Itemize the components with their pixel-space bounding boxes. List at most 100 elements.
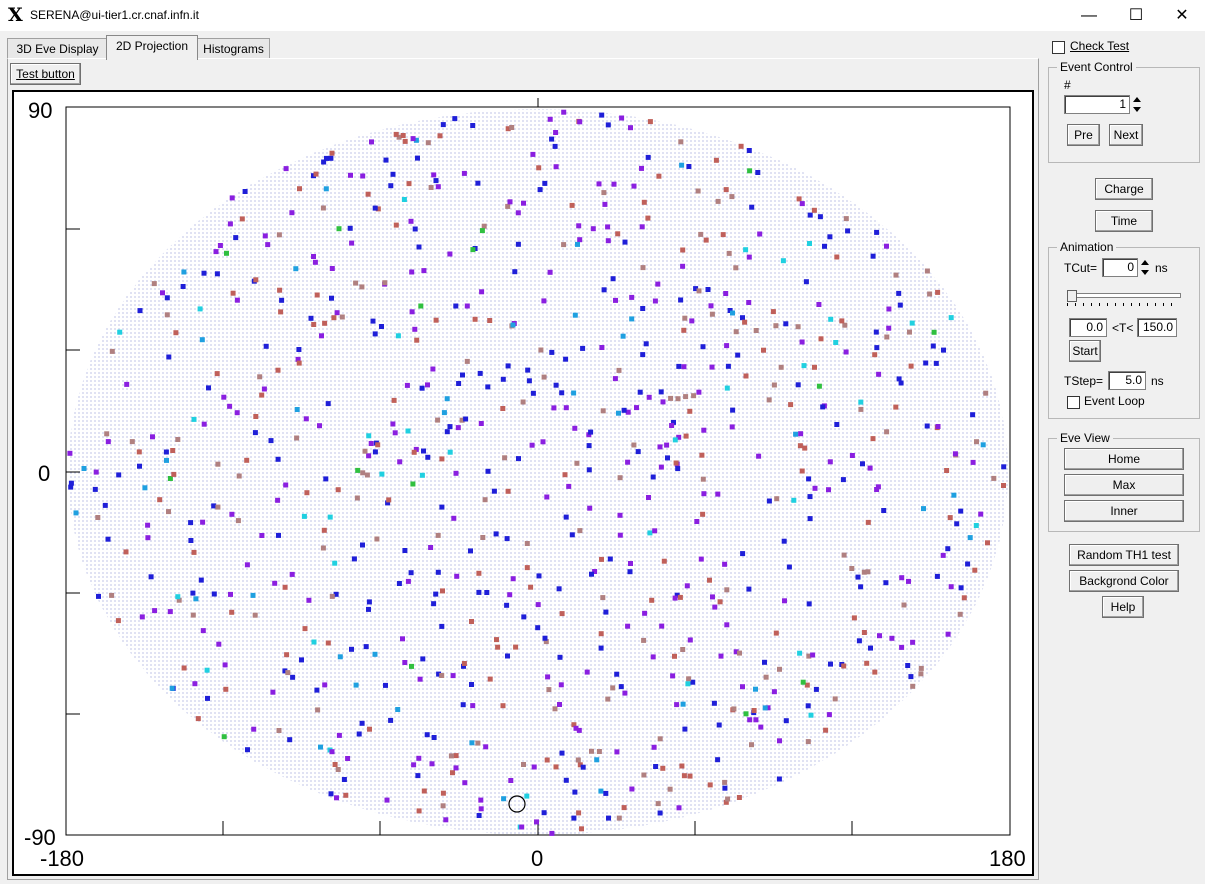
pmt-hit	[265, 242, 271, 248]
pmt-hit	[524, 565, 530, 571]
next-event-button[interactable]: Next	[1109, 124, 1143, 146]
pmt-hit	[285, 670, 291, 676]
pmt-hit	[627, 569, 633, 575]
pmt-hit	[683, 394, 689, 400]
pmt-hit	[873, 329, 879, 335]
cursor-marker-icon	[508, 795, 526, 813]
pmt-hit	[700, 511, 706, 517]
pmt-hit	[416, 808, 422, 814]
pmt-hit	[494, 637, 499, 643]
pmt-hit	[311, 639, 317, 645]
tcut-slider[interactable]	[1067, 290, 1181, 306]
prev-event-button[interactable]: Pre	[1067, 124, 1100, 146]
pmt-hit	[279, 297, 285, 303]
pmt-hit	[611, 181, 617, 187]
pmt-hit	[664, 442, 670, 448]
pmt-hit	[301, 513, 307, 519]
y-label-zero: 0	[38, 461, 50, 486]
pmt-hit	[820, 404, 826, 410]
home-view-button[interactable]: Home	[1064, 448, 1184, 470]
pmt-hit	[680, 263, 686, 269]
pmt-hit	[713, 157, 719, 163]
pmt-hit	[214, 371, 220, 377]
tstep-field[interactable]: 5.0	[1108, 371, 1146, 390]
pmt-hit	[435, 184, 441, 190]
pmt-hit	[530, 390, 536, 396]
pmt-hit	[435, 569, 441, 575]
pmt-hit	[191, 416, 197, 422]
minimize-button[interactable]: —	[1081, 7, 1097, 24]
t-min-field[interactable]: 0.0	[1069, 318, 1107, 337]
help-button[interactable]: Help	[1102, 596, 1144, 618]
max-view-button[interactable]: Max	[1064, 474, 1184, 496]
pmt-hit	[372, 651, 378, 657]
pmt-hit	[553, 764, 559, 770]
pmt-hit	[164, 295, 170, 301]
pmt-hit	[646, 394, 652, 400]
projection-canvas[interactable]: 90 0 -90 -180 0 180	[12, 90, 1034, 876]
pmt-hit	[729, 194, 735, 200]
pmt-hit	[227, 403, 233, 409]
pmt-hit	[832, 696, 838, 702]
pmt-hit	[723, 799, 729, 805]
pmt-hit	[679, 162, 685, 168]
pmt-hit	[559, 390, 565, 396]
pmt-hit	[529, 442, 535, 448]
pmt-hit	[598, 788, 604, 794]
pmt-hit	[605, 696, 611, 702]
pmt-hit	[117, 329, 123, 335]
pmt-hit	[375, 206, 381, 212]
pmt-hit	[718, 653, 724, 659]
pmt-hit	[460, 702, 466, 708]
pmt-hit	[586, 443, 592, 449]
t-max-field[interactable]: 150.0	[1137, 318, 1177, 337]
pmt-hit	[469, 682, 474, 687]
pmt-hit	[961, 595, 967, 601]
pmt-hit	[833, 340, 839, 345]
projection-plot[interactable]: 90 0 -90 -180 0 180	[14, 92, 1032, 874]
background-color-button[interactable]: Backgrond Color	[1069, 570, 1179, 592]
tab-2d-projection[interactable]: 2D Projection	[106, 35, 198, 60]
check-test-checkbox[interactable]	[1052, 41, 1065, 54]
tcut-spinner[interactable]	[1139, 258, 1150, 277]
tab-histograms[interactable]: Histograms	[197, 38, 270, 59]
pmt-hit	[372, 331, 378, 337]
pmt-hit	[629, 786, 635, 792]
test-button[interactable]: Test button	[10, 63, 81, 85]
maximize-button[interactable]: ☐	[1128, 7, 1144, 24]
pmt-hit	[667, 786, 673, 792]
start-button[interactable]: Start	[1069, 340, 1101, 362]
pmt-hit	[415, 155, 420, 161]
pmt-hit	[475, 740, 481, 746]
event-number-spinner[interactable]	[1131, 95, 1142, 114]
close-button[interactable]: ✕	[1175, 7, 1189, 24]
pmt-hit	[740, 315, 745, 321]
pmt-hit	[314, 292, 320, 298]
pmt-hit	[861, 569, 867, 575]
pmt-hit	[349, 646, 354, 652]
event-number-field[interactable]: 1	[1064, 95, 1130, 114]
pmt-hit	[641, 772, 647, 778]
inner-view-button[interactable]: Inner	[1064, 500, 1184, 522]
pmt-hit	[783, 718, 789, 724]
charge-button[interactable]: Charge	[1095, 178, 1153, 200]
pmt-hit	[681, 327, 687, 333]
pmt-hit	[453, 303, 459, 309]
slider-handle[interactable]	[1067, 290, 1077, 302]
pmt-hit	[428, 185, 434, 190]
pmt-hit	[828, 661, 833, 667]
pmt-hit	[270, 689, 276, 695]
time-button[interactable]: Time	[1095, 210, 1153, 232]
pmt-hit	[652, 298, 658, 304]
pmt-hit	[603, 790, 609, 796]
random-th1-test-button[interactable]: Random TH1 test	[1069, 544, 1179, 566]
pmt-hit	[96, 593, 101, 599]
pmt-hit	[607, 556, 613, 562]
tab-3d-eve-display[interactable]: 3D Eve Display	[7, 38, 108, 59]
tcut-field[interactable]: 0	[1102, 258, 1138, 277]
pmt-hit	[164, 312, 170, 318]
pmt-hit	[453, 470, 459, 476]
pmt-hit	[462, 780, 468, 786]
pmt-hit	[864, 660, 870, 666]
event-loop-checkbox[interactable]	[1067, 396, 1080, 409]
